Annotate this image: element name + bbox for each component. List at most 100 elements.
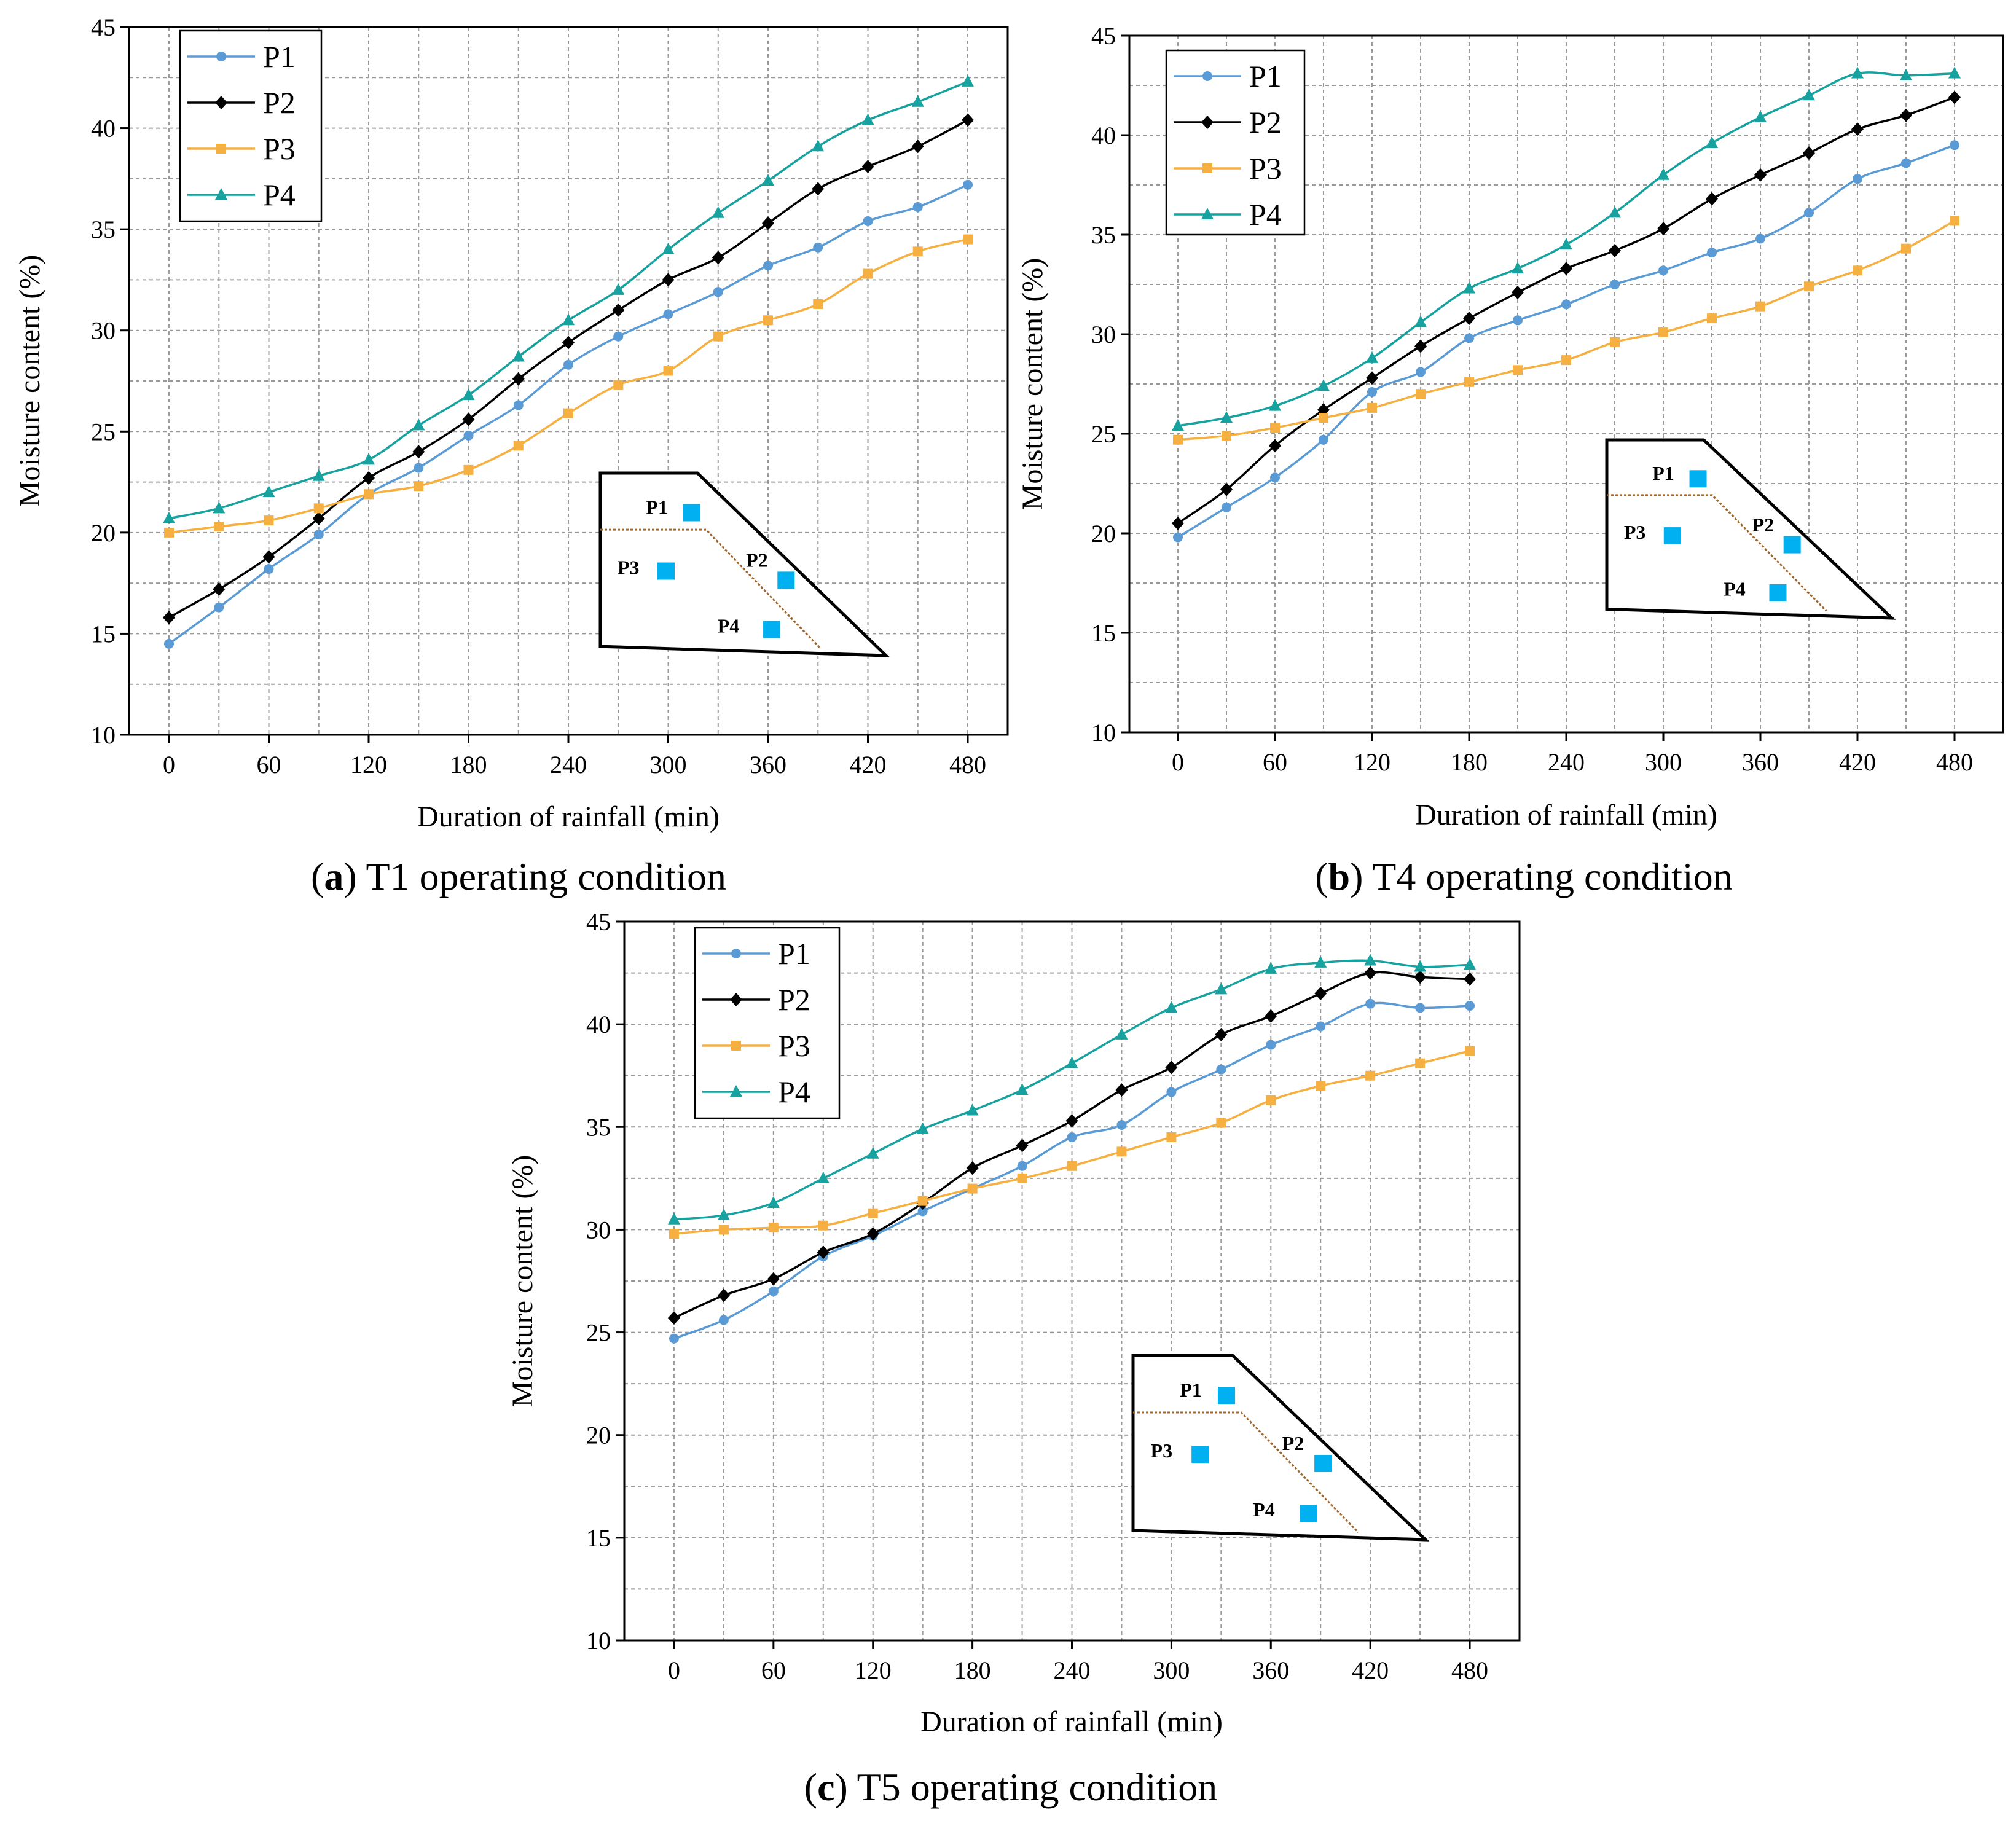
data-point [1220, 411, 1233, 423]
slope-inset: P1 P2 P3 P4 [1605, 438, 1896, 620]
data-point [1804, 281, 1814, 292]
data-point [1512, 285, 1524, 299]
data-point [1173, 532, 1183, 543]
data-point [1366, 371, 1378, 385]
y-tick-label: 40 [586, 1011, 611, 1038]
data-point [866, 1227, 879, 1241]
data-point [1610, 280, 1620, 289]
data-point [1414, 339, 1427, 353]
x-tick-label: 480 [949, 751, 986, 778]
sensor-p3-marker [657, 562, 675, 580]
data-point [1173, 434, 1183, 445]
data-point [1172, 419, 1184, 431]
data-point [1853, 265, 1862, 276]
y-tick-label: 15 [91, 620, 116, 648]
data-point [762, 174, 774, 186]
data-point [1512, 262, 1524, 274]
y-tick-label: 35 [91, 216, 116, 243]
data-point [1948, 90, 1961, 104]
y-tick-label: 15 [1091, 619, 1116, 647]
data-point [462, 412, 475, 426]
data-point [966, 1161, 979, 1175]
x-tick-label: 120 [350, 751, 387, 778]
data-point [462, 388, 475, 401]
legend-marker [215, 96, 227, 109]
y-tick-label: 45 [1091, 22, 1116, 50]
x-axis-label: Duration of rainfall (min) [417, 801, 720, 833]
x-axis-label: Duration of rainfall (min) [920, 1706, 1223, 1738]
data-point [963, 179, 973, 190]
data-point [1561, 355, 1571, 366]
legend: P1 P2 P3 P4 [179, 29, 323, 222]
data-point [1950, 140, 1959, 151]
y-tick-label: 15 [586, 1524, 611, 1552]
series-p1 [164, 179, 973, 649]
x-tick-label: 480 [1936, 748, 1973, 776]
data-point [1803, 88, 1815, 101]
x-tick-label: 180 [1451, 748, 1488, 776]
x-tick-label: 180 [450, 751, 487, 778]
data-point [712, 251, 724, 265]
data-point [1463, 312, 1475, 326]
y-tick-label: 25 [1091, 420, 1116, 448]
series-p3 [669, 1046, 1475, 1239]
sensor-p1-marker [683, 504, 700, 522]
data-point [1215, 982, 1228, 995]
data-point [917, 1206, 928, 1217]
y-tick-label: 35 [1091, 221, 1116, 249]
data-point [717, 1288, 730, 1303]
data-point [1364, 954, 1377, 966]
data-point [1707, 313, 1717, 324]
data-point [1017, 1173, 1027, 1183]
y-tick-label: 30 [91, 317, 116, 345]
legend-marker [215, 188, 227, 200]
legend-marker [1202, 163, 1212, 173]
legend-label: P2 [1249, 105, 1282, 139]
legend-label: P3 [778, 1029, 810, 1063]
y-axis-label: Moisture content (%) [14, 255, 46, 507]
y-tick-label: 40 [91, 115, 116, 143]
legend-marker [1201, 208, 1214, 219]
y-tick-label: 25 [91, 418, 116, 445]
series-p1 [1173, 140, 1959, 543]
data-point [768, 1286, 779, 1296]
data-point [663, 366, 673, 376]
legend-marker [730, 1085, 742, 1097]
data-point [262, 550, 275, 564]
data-point [1464, 958, 1477, 970]
data-point [163, 611, 175, 625]
data-point [1658, 327, 1668, 337]
data-point [917, 1196, 928, 1206]
data-point [1513, 315, 1523, 326]
data-point [1166, 1087, 1177, 1097]
data-point [1415, 1058, 1426, 1068]
data-point [1222, 431, 1231, 441]
data-point [363, 453, 375, 465]
sensor-p2-label: P2 [746, 549, 768, 571]
panel-b: 0 60 120 180 240 300 360 420 480 10 15 20 25 30 35 40 45… [1016, 22, 2004, 831]
wetting-front-line [1607, 494, 1827, 612]
data-point [712, 206, 724, 218]
data-point [966, 1103, 979, 1116]
data-point [667, 1311, 680, 1325]
data-point [412, 445, 425, 459]
sensor-p4-label: P4 [718, 614, 740, 637]
x-tick-label: 420 [1352, 1656, 1389, 1684]
data-point [861, 113, 874, 125]
sensor-p2-marker [1314, 1455, 1332, 1472]
data-point [1067, 1132, 1077, 1142]
x-tick-label: 240 [1054, 1656, 1091, 1684]
caption-c: (c) T5 operating condition [804, 1765, 1217, 1809]
data-point [412, 418, 425, 431]
data-point [1017, 1161, 1027, 1171]
legend-label: P2 [263, 85, 296, 120]
data-point [613, 380, 624, 390]
sensor-p2-marker [777, 571, 795, 589]
data-point [1465, 1046, 1475, 1056]
data-point [1754, 110, 1767, 122]
data-point [1366, 351, 1378, 363]
data-point [813, 299, 823, 309]
data-point [1803, 146, 1815, 160]
slope-outline [1605, 438, 1896, 620]
data-point [1067, 1161, 1077, 1171]
